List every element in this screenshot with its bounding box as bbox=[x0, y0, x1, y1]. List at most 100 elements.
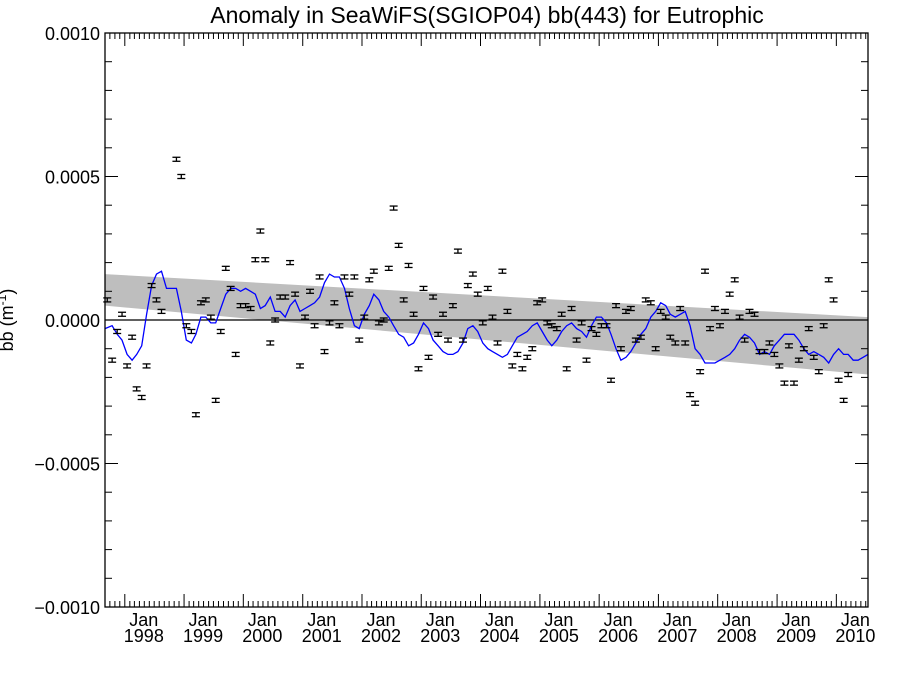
data-point bbox=[572, 337, 581, 343]
data-point bbox=[592, 331, 601, 338]
data-point bbox=[152, 297, 161, 303]
data-point bbox=[330, 300, 339, 306]
data-point bbox=[582, 357, 591, 363]
data-point bbox=[113, 328, 122, 335]
data-point bbox=[794, 357, 803, 363]
data-point bbox=[612, 302, 621, 309]
data-point bbox=[552, 325, 561, 332]
data-point bbox=[389, 205, 398, 211]
data-point bbox=[226, 285, 235, 292]
data-point bbox=[251, 257, 260, 263]
x-tick-label-year: 2001 bbox=[302, 626, 342, 646]
data-point bbox=[765, 340, 774, 346]
x-tick-label-year: 2004 bbox=[479, 626, 519, 646]
x-tick-label-year: 2000 bbox=[242, 626, 282, 646]
x-tick-label-month: Jan bbox=[189, 610, 218, 630]
data-point bbox=[221, 265, 230, 271]
data-point bbox=[528, 346, 537, 352]
data-point bbox=[350, 274, 359, 280]
data-point bbox=[760, 348, 769, 355]
data-point bbox=[404, 262, 413, 269]
data-point bbox=[834, 377, 843, 383]
data-point bbox=[784, 343, 793, 349]
data-point bbox=[735, 314, 744, 320]
data-point bbox=[829, 297, 838, 303]
data-point bbox=[503, 308, 512, 315]
x-tick-label-year: 2009 bbox=[776, 626, 816, 646]
data-point bbox=[374, 320, 383, 326]
data-point bbox=[789, 380, 798, 386]
data-point bbox=[384, 265, 393, 271]
data-point bbox=[824, 277, 833, 283]
data-point bbox=[577, 320, 586, 326]
x-tick-label-year: 2007 bbox=[657, 626, 697, 646]
data-point bbox=[839, 397, 848, 404]
data-point bbox=[626, 305, 635, 312]
data-point bbox=[804, 325, 813, 332]
x-tick-label-month: Jan bbox=[841, 610, 870, 630]
data-point bbox=[409, 311, 418, 317]
data-point bbox=[641, 297, 650, 303]
data-point bbox=[676, 305, 685, 312]
data-point bbox=[656, 308, 665, 315]
data-point bbox=[241, 302, 250, 309]
data-point bbox=[814, 369, 823, 375]
data-point bbox=[691, 400, 700, 406]
y-tick-label: 0.0005 bbox=[45, 168, 100, 188]
y-tick-label: 0.0000 bbox=[45, 311, 100, 331]
data-point bbox=[651, 346, 660, 352]
data-point bbox=[538, 297, 547, 303]
x-tick-label-month: Jan bbox=[544, 610, 573, 630]
data-point bbox=[196, 300, 205, 306]
data-point bbox=[379, 317, 388, 323]
data-point bbox=[444, 337, 453, 343]
data-point bbox=[745, 308, 754, 315]
data-point bbox=[291, 291, 300, 297]
data-point bbox=[123, 363, 132, 369]
data-point bbox=[320, 348, 329, 355]
data-point bbox=[493, 340, 502, 346]
data-point bbox=[310, 323, 319, 329]
x-tick-label-month: Jan bbox=[307, 610, 336, 630]
data-point bbox=[458, 337, 467, 343]
data-point bbox=[306, 288, 315, 294]
data-point bbox=[187, 328, 196, 335]
data-point bbox=[508, 363, 517, 369]
x-tick-label-year: 2003 bbox=[420, 626, 460, 646]
data-point bbox=[587, 325, 596, 332]
data-point bbox=[453, 248, 462, 254]
data-point bbox=[696, 369, 705, 375]
data-point bbox=[315, 274, 324, 280]
data-point bbox=[661, 314, 670, 320]
x-tick-label-month: Jan bbox=[485, 610, 514, 630]
data-point bbox=[607, 377, 616, 383]
x-tick-label-year: 2010 bbox=[835, 626, 875, 646]
data-point bbox=[809, 354, 818, 360]
data-point bbox=[256, 228, 265, 234]
data-point bbox=[201, 297, 210, 303]
x-tick-label-month: Jan bbox=[426, 610, 455, 630]
x-tick-label-month: Jan bbox=[663, 610, 692, 630]
data-point bbox=[498, 268, 507, 274]
x-tick-label-year: 1998 bbox=[124, 626, 164, 646]
data-point bbox=[740, 337, 749, 343]
data-point bbox=[399, 297, 408, 303]
data-point bbox=[142, 363, 151, 369]
x-tick-label-year: 2006 bbox=[598, 626, 638, 646]
x-tick-label-month: Jan bbox=[722, 610, 751, 630]
x-tick-label-month: Jan bbox=[604, 610, 633, 630]
data-point bbox=[355, 337, 364, 343]
data-point bbox=[335, 323, 344, 329]
x-tick-label-month: Jan bbox=[366, 610, 395, 630]
data-point bbox=[478, 320, 487, 326]
y-axis-label-sup: -1 bbox=[0, 294, 9, 305]
data-point bbox=[369, 268, 378, 274]
x-tick-label-year: 2005 bbox=[539, 626, 579, 646]
data-point bbox=[365, 277, 374, 283]
data-point bbox=[616, 346, 625, 352]
data-point bbox=[394, 242, 403, 249]
y-axis-label-close: ) bbox=[0, 289, 17, 295]
data-point bbox=[666, 334, 675, 340]
data-point bbox=[301, 314, 310, 320]
